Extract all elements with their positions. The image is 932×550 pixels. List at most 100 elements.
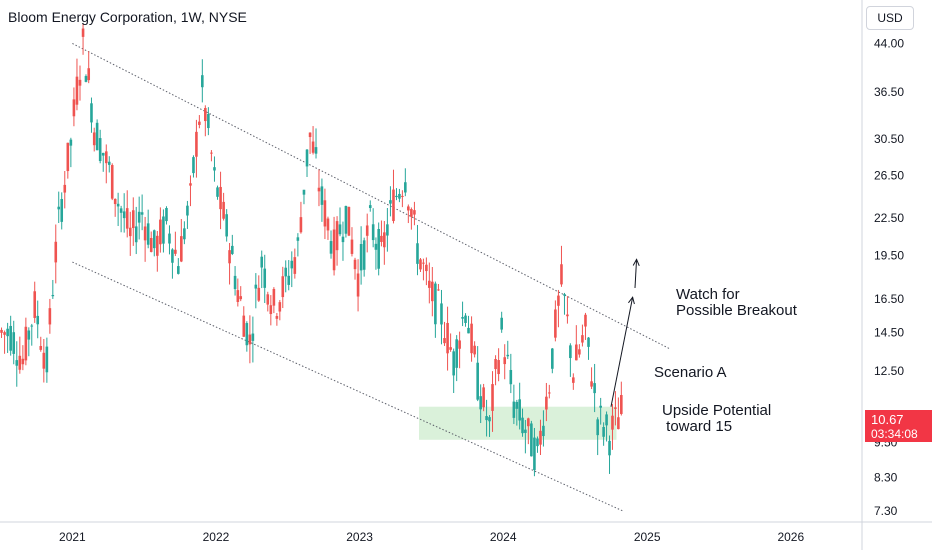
candle-body bbox=[464, 315, 467, 323]
candle-body bbox=[149, 237, 153, 252]
candle-body bbox=[341, 236, 345, 243]
candle-body bbox=[87, 68, 91, 81]
candle-body bbox=[242, 315, 246, 337]
candle-body bbox=[66, 142, 70, 172]
candle-body bbox=[563, 294, 566, 296]
candle-body bbox=[581, 335, 584, 343]
candle-body bbox=[98, 138, 102, 162]
candle-body bbox=[284, 267, 288, 277]
candle-body bbox=[332, 229, 336, 271]
candle-body bbox=[617, 417, 620, 430]
x-tick-label: 2026 bbox=[777, 530, 804, 544]
candle-body bbox=[305, 149, 309, 167]
candle-body bbox=[275, 316, 279, 319]
candle-body bbox=[479, 396, 482, 410]
y-tick-label: 30.50 bbox=[874, 132, 904, 146]
candle-body bbox=[356, 273, 360, 297]
candle-body bbox=[204, 108, 207, 122]
candle-body bbox=[216, 187, 219, 197]
y-tick-label: 36.50 bbox=[874, 85, 904, 99]
candle-body bbox=[503, 357, 507, 365]
candle-body bbox=[434, 283, 437, 325]
candle-body bbox=[512, 401, 516, 418]
candle-body bbox=[257, 287, 261, 301]
candle-body bbox=[323, 200, 327, 227]
candle-body bbox=[620, 395, 623, 414]
candle-body bbox=[488, 417, 491, 422]
candle-body bbox=[347, 206, 351, 236]
candle-body bbox=[536, 438, 539, 447]
candle-body bbox=[278, 302, 282, 312]
candle-body bbox=[407, 206, 410, 211]
candle-body bbox=[560, 264, 563, 285]
candle-body bbox=[455, 339, 458, 368]
candle-body bbox=[251, 333, 255, 341]
candle-body bbox=[63, 184, 67, 193]
candle-body bbox=[21, 358, 25, 365]
candle-body bbox=[383, 232, 386, 248]
currency-selector[interactable]: USD bbox=[866, 6, 914, 30]
x-tick-label: 2023 bbox=[346, 530, 373, 544]
candle-body bbox=[515, 401, 519, 409]
candle-body bbox=[485, 416, 488, 421]
candle-body bbox=[168, 233, 171, 244]
candle-body bbox=[134, 226, 138, 243]
candle-body bbox=[75, 76, 79, 105]
candle-body bbox=[476, 362, 479, 400]
candle-body bbox=[42, 352, 46, 369]
candle-body bbox=[266, 294, 270, 305]
candle-body bbox=[575, 344, 578, 361]
channel-upper-line bbox=[72, 43, 671, 350]
candle-body bbox=[596, 419, 599, 436]
candle-body bbox=[152, 230, 156, 249]
annotation-potential-1: Upside Potential bbox=[662, 402, 772, 419]
candle-body bbox=[183, 228, 186, 240]
candle-body bbox=[137, 211, 141, 223]
candle-body bbox=[449, 347, 452, 350]
chart-title: Bloom Energy Corporation, 1W, NYSE bbox=[8, 9, 247, 25]
x-tick-label: 2021 bbox=[59, 530, 86, 544]
candle-body bbox=[33, 291, 37, 318]
candle-body bbox=[371, 224, 375, 241]
candle-body bbox=[30, 325, 34, 327]
y-tick-label: 26.50 bbox=[874, 168, 904, 182]
candle-body bbox=[225, 214, 228, 237]
candle-body bbox=[395, 195, 398, 198]
candle-body bbox=[470, 323, 473, 354]
candle-body bbox=[440, 303, 443, 325]
candle-body bbox=[146, 223, 150, 245]
candle-body bbox=[254, 284, 258, 289]
candle-body bbox=[228, 250, 231, 264]
candle-body bbox=[101, 152, 105, 156]
y-tick-label: 8.30 bbox=[874, 471, 898, 485]
arrows-layer bbox=[610, 258, 640, 407]
candle-body bbox=[239, 296, 243, 300]
candle-body bbox=[0, 329, 3, 333]
candle-body bbox=[353, 259, 357, 270]
candle-body bbox=[473, 345, 476, 355]
channel-lower-line bbox=[72, 261, 624, 512]
candle-body bbox=[311, 141, 315, 153]
candle-body bbox=[482, 387, 485, 408]
candle-body bbox=[587, 337, 590, 347]
candle-body bbox=[201, 75, 204, 88]
candle-body bbox=[192, 157, 195, 174]
candle-body bbox=[461, 317, 464, 319]
candle-body bbox=[326, 218, 330, 231]
y-tick-label: 19.50 bbox=[874, 248, 904, 262]
annotation-scenario: Scenario A bbox=[654, 364, 727, 381]
candle-body bbox=[437, 289, 440, 291]
candle-body bbox=[530, 423, 533, 457]
candle-body bbox=[509, 369, 513, 385]
candle-body bbox=[165, 207, 168, 222]
candle-body bbox=[320, 186, 324, 205]
candle-body bbox=[386, 224, 389, 236]
candle-body bbox=[210, 152, 213, 154]
candle-body bbox=[308, 132, 312, 138]
last-price-value: 10.67 bbox=[871, 412, 904, 427]
candle-body bbox=[159, 219, 162, 245]
candle-body bbox=[84, 76, 88, 82]
candle-body bbox=[39, 345, 43, 350]
candle-body bbox=[500, 317, 503, 330]
candle-body bbox=[213, 167, 216, 171]
